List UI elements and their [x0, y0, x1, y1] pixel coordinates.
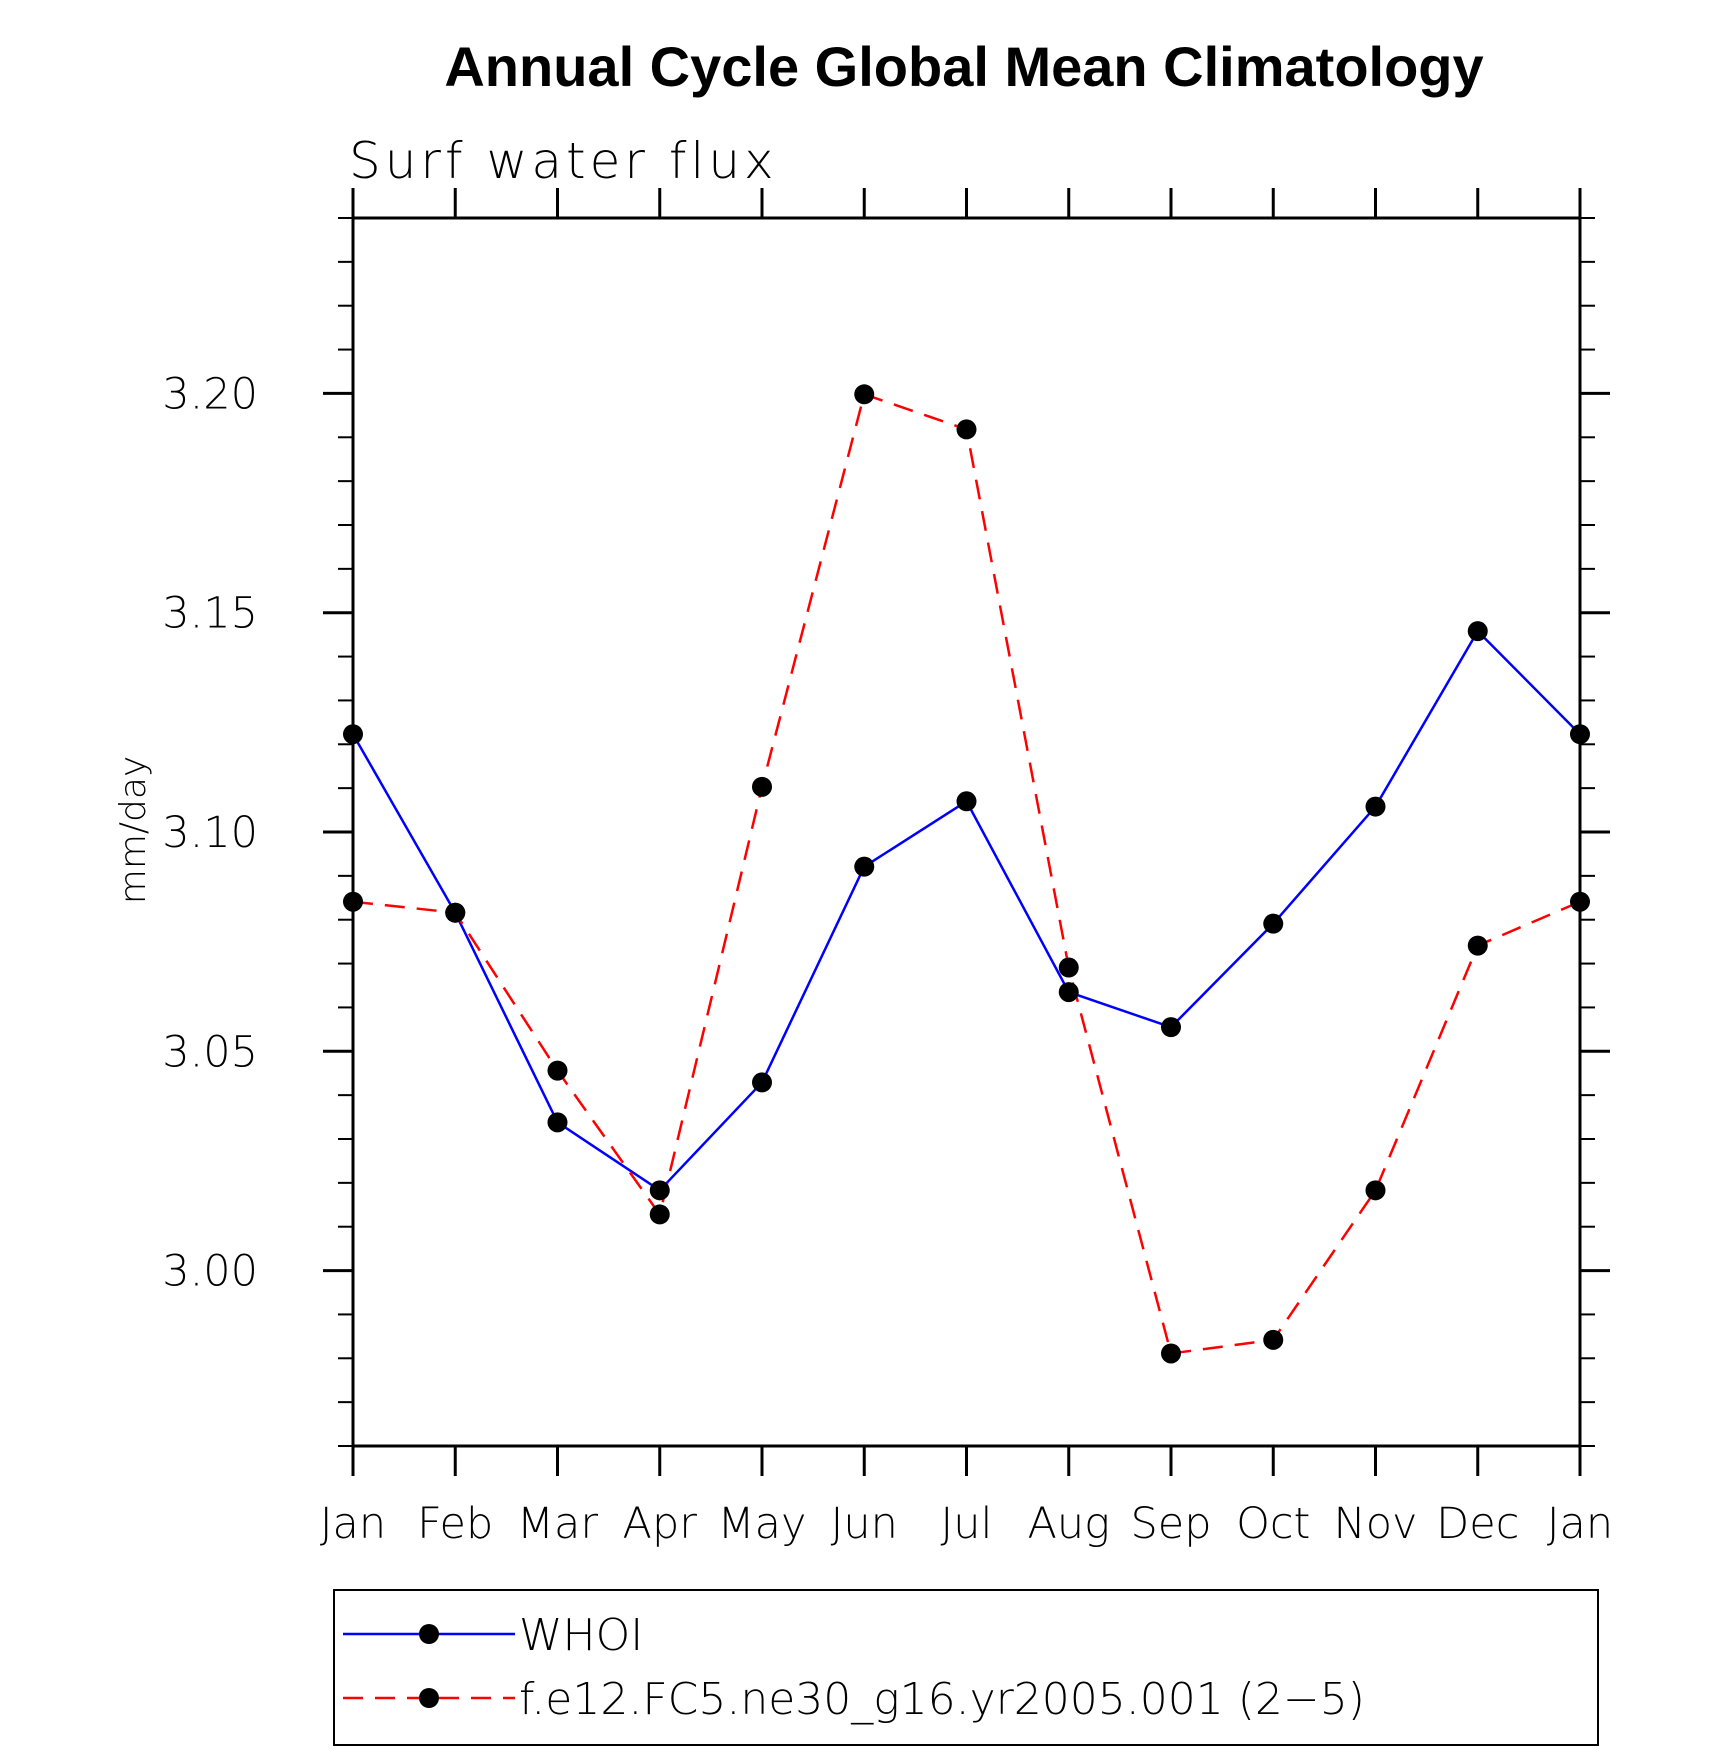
series-1-point: [956, 791, 977, 812]
x-tick-label: Jul: [941, 1499, 993, 1549]
series-1-point: [649, 1180, 670, 1201]
series-2-point: [547, 1060, 568, 1081]
series-2-point: [1263, 1329, 1284, 1350]
series-line-2: [352, 392, 1581, 1355]
series-2-point: [343, 891, 363, 912]
x-tick-label: Nov: [1334, 1499, 1418, 1549]
y-tick-labels: 3.00 3.05 3.10 3.15 3.20: [162, 369, 258, 1296]
y-tick-label: 3.05: [162, 1027, 258, 1077]
series-1-point: [1467, 621, 1488, 642]
series-2-point: [649, 1204, 670, 1225]
x-tick-label: Jun: [831, 1499, 898, 1549]
y-tick-label: 3.00: [162, 1247, 258, 1297]
series-1-point: [752, 1072, 772, 1093]
x-tick-label: Jan: [1547, 1499, 1613, 1549]
y-tick-label: 3.10: [162, 808, 258, 858]
y-axis-label: mm/day: [113, 756, 154, 904]
series-1-point: [1058, 982, 1079, 1003]
x-tick-label: May: [718, 1499, 807, 1549]
series-line-1: [351, 629, 1581, 1192]
legend-marker-2: [419, 1688, 439, 1708]
x-tick-label: Oct: [1236, 1499, 1310, 1549]
legend: WHOI f.e12.FC5.ne30_g16.yr2005.001 (2−5): [343, 1610, 1365, 1725]
series-1-point: [1161, 1017, 1181, 1038]
x-tick-label: Dec: [1436, 1499, 1519, 1549]
series-1-point: [1365, 796, 1386, 817]
chart-subtitle: Surf water flux: [349, 132, 778, 190]
legend-label-1: WHOI: [519, 1610, 643, 1661]
series-2-point: [1365, 1180, 1386, 1201]
series-2-point: [956, 419, 977, 440]
x-tick-label: Aug: [1028, 1499, 1110, 1549]
legend-label-2: f.e12.FC5.ne30_g16.yr2005.001 (2−5): [519, 1674, 1365, 1725]
chart-title: Annual Cycle Global Mean Climatology: [444, 35, 1483, 98]
series-2-point: [854, 384, 875, 405]
x-tick-label: Sep: [1130, 1499, 1211, 1549]
y-tick-label: 3.15: [162, 589, 258, 639]
x-tick-label: Apr: [623, 1499, 698, 1549]
axis-ticks: [323, 188, 1610, 1476]
series-1-point: [343, 724, 363, 745]
series-2-point: [1570, 891, 1590, 912]
series-1-point: [854, 856, 875, 877]
series-1-point: [547, 1112, 568, 1133]
series-2-point: [752, 776, 772, 797]
x-tick-labels: Jan Feb Mar Apr May Jun Jul Aug Sep Oct Nov Dec Jan: [320, 1499, 1613, 1549]
series-1-point: [1570, 724, 1590, 745]
series-2-point: [1058, 957, 1079, 978]
series-2-point: [445, 902, 466, 923]
y-tick-label: 3.20: [162, 369, 258, 419]
x-tick-label: Jan: [320, 1499, 386, 1549]
series-layer: [343, 384, 1590, 1364]
series-2-point: [1467, 935, 1488, 956]
legend-box: [333, 1589, 1599, 1746]
x-tick-label: Mar: [517, 1499, 598, 1549]
series-2-point: [1161, 1343, 1181, 1364]
legend-marker-1: [419, 1624, 439, 1644]
x-tick-label: Feb: [417, 1499, 493, 1549]
plot-frame: [351, 216, 1582, 1448]
series-1-point: [1263, 913, 1284, 934]
